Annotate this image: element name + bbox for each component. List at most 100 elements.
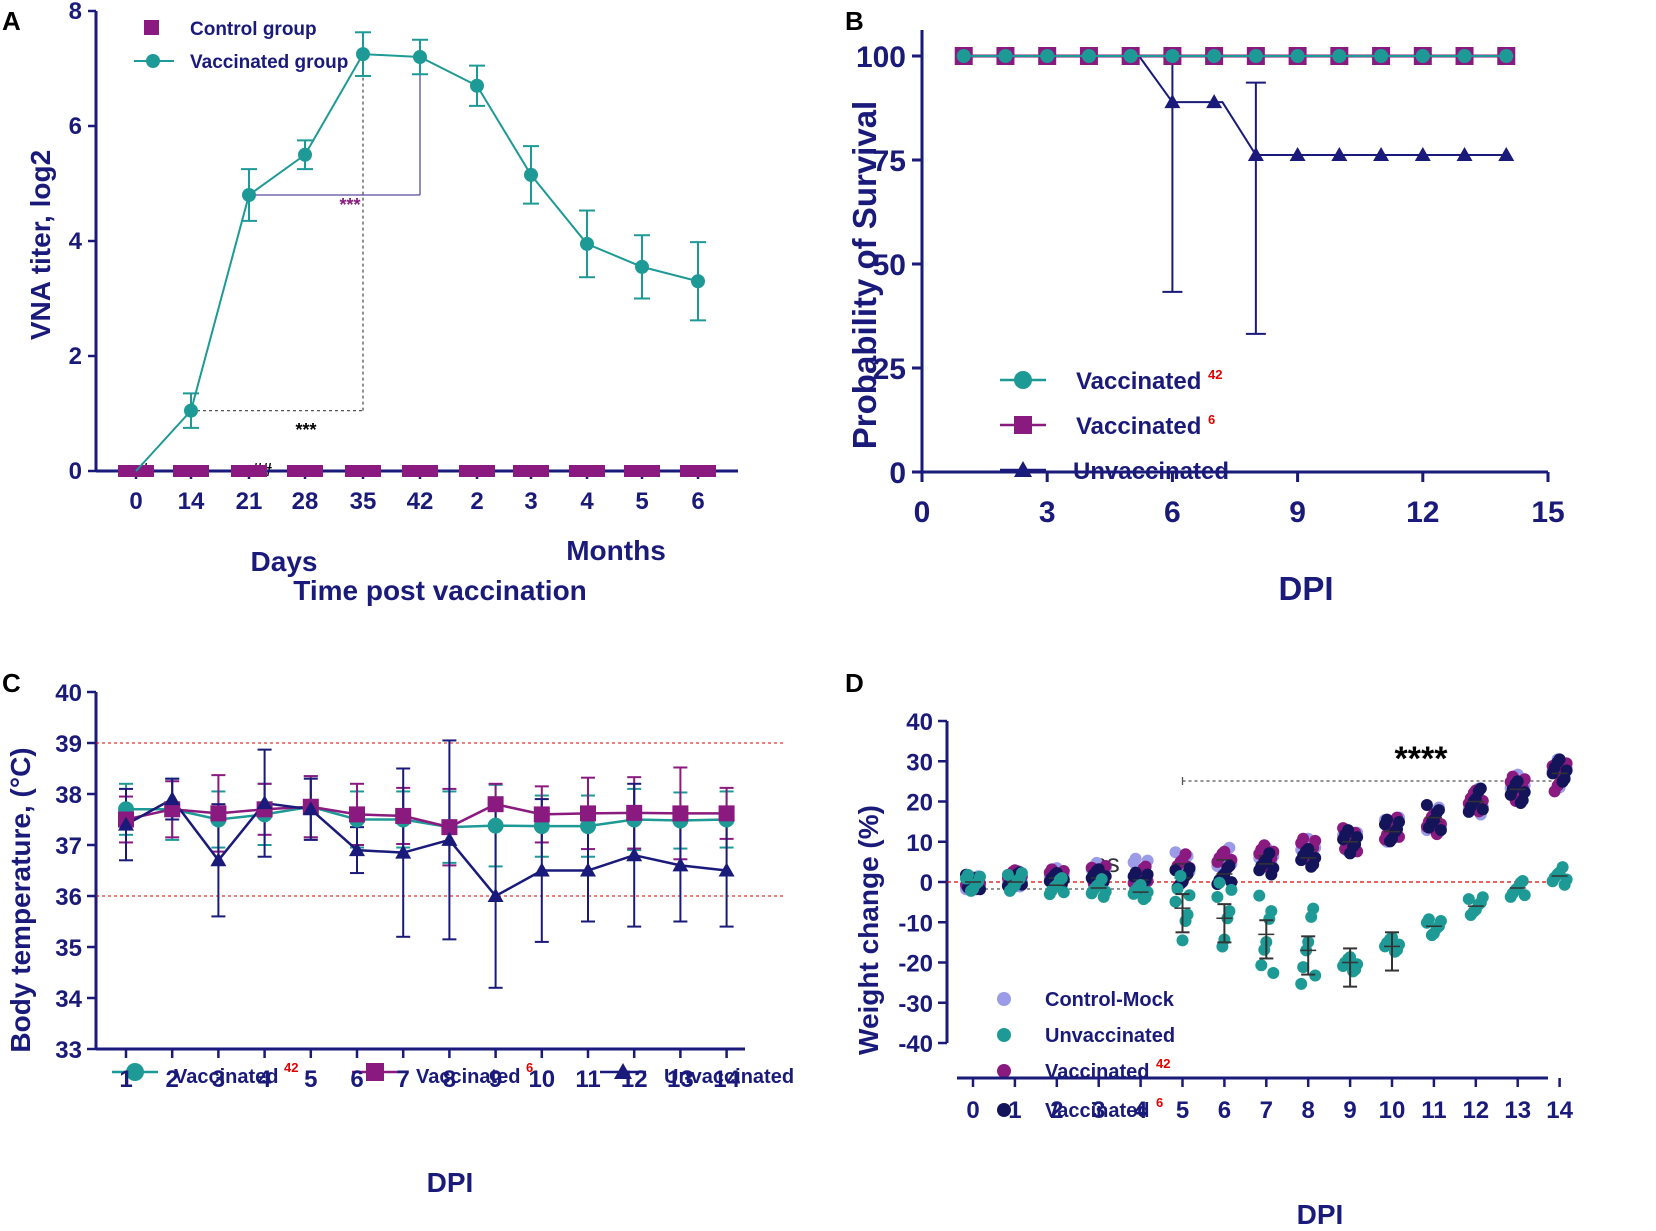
panel-b-v42-marker	[1290, 49, 1305, 63]
panel-b-x-tick-label: 0	[914, 496, 931, 529]
panel-c-legend-v6-sup: 6	[526, 1060, 533, 1075]
panel-c-label: C	[2, 668, 21, 698]
panel-d-xlabel: DPI	[1297, 1199, 1344, 1230]
panel-d-x-tick-label: 8	[1302, 1097, 1315, 1124]
panel-d-unvaccinated-point	[1139, 891, 1152, 904]
panel-c-y-tick-label: 39	[55, 731, 82, 758]
panel-a-control-marker	[459, 465, 495, 477]
panel-a-control-marker	[624, 465, 660, 477]
panel-c-x-tick-label: 6	[350, 1066, 363, 1093]
panel-d-v6-point	[1391, 823, 1403, 836]
panel-d-legend-v42-marker	[997, 1064, 1011, 1078]
panel-c-v6-point	[349, 806, 365, 823]
panel-d-unvaccinated-point	[1181, 908, 1194, 921]
panel-c-v6-point	[626, 804, 643, 821]
panel-d-x-tick-label: 4	[1134, 1097, 1148, 1124]
panel-a-days-label: Days	[251, 546, 318, 577]
panel-a-y-tick-label: 0	[69, 458, 82, 485]
panel-c-legend-v42: Vaccinated	[174, 1066, 279, 1088]
panel-c-unvaccinated-line	[125, 797, 727, 898]
panel-a-x-tick-label: 0	[129, 488, 142, 515]
panel-a-x-tick-label: 21	[236, 488, 263, 515]
panel-d-y-tick-label: 10	[906, 830, 933, 857]
panel-b-y-tick-label: 75	[873, 145, 906, 178]
panel-c-legend-v42-sup: 42	[284, 1060, 298, 1075]
panel-d-x-tick-label: 10	[1379, 1097, 1406, 1124]
panel-a-legend-control-marker	[144, 20, 159, 35]
panel-c-unvaccinated-point	[580, 862, 596, 877]
panel-c-y-tick-label: 34	[55, 986, 82, 1013]
panel-c-unvaccinated-point	[210, 852, 227, 867]
panel-c-unvaccinated-point	[395, 844, 412, 859]
panel-d-v6-point	[1349, 838, 1362, 851]
panel-a-vaccinated-point	[413, 50, 427, 64]
panel-d-control-mock-point	[1169, 846, 1182, 859]
panel-a-xlabel: Time post vaccination	[293, 575, 587, 606]
panel-b-xlabel: DPI	[1278, 570, 1333, 607]
panel-d-legend-unv-marker	[997, 1028, 1011, 1042]
panel-d-x-tick-label: 3	[1092, 1097, 1105, 1124]
panel-d-legend-v6-marker	[997, 1103, 1011, 1117]
panel-c-unvaccinated-point	[302, 801, 319, 816]
panel-b-unvaccinated-line	[963, 55, 1507, 157]
panel-a-vaccinated-line	[135, 53, 699, 472]
panel-b-y-tick-label: 0	[889, 457, 906, 490]
panel-c-y-tick-label: 33	[55, 1037, 82, 1064]
panel-c-y-tick-label: 35	[55, 935, 82, 962]
panel-b-unvaccinated-marker	[1373, 147, 1390, 162]
panel-c-y-tick-label: 38	[55, 782, 82, 809]
panel-d-unvaccinated-point	[962, 868, 974, 881]
panel-b-v42-marker	[1123, 49, 1138, 63]
panel-d-x-tick-label: 13	[1504, 1097, 1531, 1124]
panel-d-stars-label: ****	[1395, 740, 1449, 778]
panel-b-v42-marker	[1499, 49, 1514, 63]
panel-d-unvaccinated-point	[1183, 889, 1196, 902]
panel-d-v6-point	[1434, 824, 1447, 837]
panel-c-v6-point	[672, 805, 689, 822]
panel-a-control-marker	[287, 465, 323, 477]
panel-d-unvaccinated-point	[1223, 905, 1236, 918]
panel-a-label: A	[2, 6, 21, 36]
panel-a-vaccinated-point	[470, 78, 484, 93]
panel-c-legend-v42-marker	[126, 1063, 144, 1081]
panel-a-annot-stars-black: ***	[295, 420, 316, 440]
panel-c-v6-point	[718, 805, 735, 822]
panel-d-v6-point	[1223, 859, 1236, 872]
panel-c-v6-point	[580, 805, 596, 822]
panel-a-annot-stars-purple: ***	[339, 195, 360, 215]
panel-d-unvaccinated-point	[1055, 872, 1068, 885]
panel-b-ylabel: Probability of Survival	[846, 101, 883, 449]
panel-c-x-tick-label: 3	[212, 1066, 225, 1093]
panel-c-legend-v6-marker	[366, 1063, 384, 1081]
panel-a-control-marker	[569, 465, 605, 477]
panel-b-y-tick-label: 25	[873, 353, 906, 386]
panel-c-x-tick-label: 8	[443, 1066, 456, 1093]
panel-c-v42-point	[487, 817, 504, 834]
panel-a-legend-vaccinated: Vaccinated group	[190, 52, 348, 73]
panel-b-x-tick-label: 3	[1039, 496, 1056, 529]
panel-c-x-tick-label: 11	[575, 1066, 600, 1093]
panel-a-control-marker	[173, 465, 209, 477]
panel-d-unvaccinated-point	[1176, 934, 1189, 947]
panel-a-control-marker	[513, 465, 549, 477]
panel-d-v6-point	[1255, 860, 1268, 873]
panel-b-x-tick-label: 9	[1289, 496, 1306, 529]
panel-b-v42-marker	[1374, 49, 1389, 63]
panel-b-y-tick-label: 50	[873, 249, 906, 282]
panel-d-x-tick-label: 1	[1008, 1097, 1021, 1124]
panel-d-unvaccinated-point	[1506, 887, 1519, 900]
panel-d-unvaccinated-point	[1225, 883, 1238, 896]
panel-b-unvaccinated-marker	[1456, 147, 1473, 162]
panel-a-vaccinated-point	[184, 403, 198, 418]
panel-d-unvaccinated-point	[1462, 893, 1475, 906]
panel-d-y-tick-label: -20	[898, 951, 933, 978]
panel-c-unvaccinated-point	[626, 847, 643, 862]
panel-a-ylabel: VNA titer, log2	[25, 150, 56, 340]
panel-d-legend-v6-sup: 6	[1156, 1095, 1163, 1110]
panel-d-x-tick-label: 0	[966, 1097, 979, 1124]
panel-b-v42-marker	[1207, 49, 1222, 63]
panel-c-x-tick-label: 4	[258, 1066, 272, 1093]
panel-d-v6-point	[1558, 772, 1571, 785]
panel-c-unvaccinated-point	[718, 862, 735, 877]
